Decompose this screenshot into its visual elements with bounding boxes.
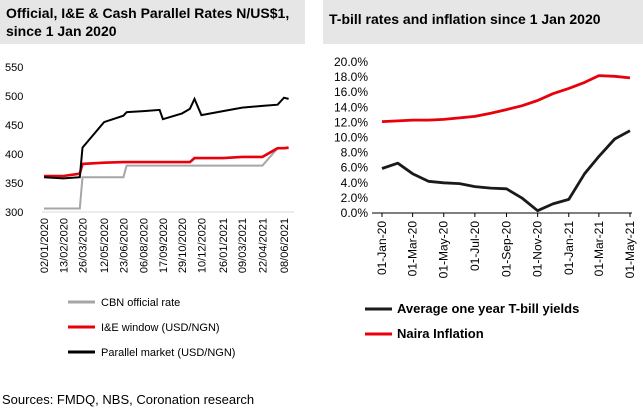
right-x-tick-label: 01-Jan-20 bbox=[375, 221, 389, 275]
right-chart-title: T-bill rates and inflation since 1 Jan 2… bbox=[323, 0, 643, 44]
left-y-tick-label: 400 bbox=[5, 149, 23, 161]
left-x-tick-label: 10/12/2020 bbox=[196, 218, 208, 273]
left-x-tick-label: 13/02/2020 bbox=[58, 218, 70, 273]
right-x-tick-label: 01-Jan-21 bbox=[562, 221, 576, 275]
right-y-tick-label: 8.0% bbox=[341, 146, 369, 160]
left-x-tick-label: 22/04/2021 bbox=[257, 218, 269, 273]
left-x-tick-label: 23/06/2020 bbox=[118, 218, 130, 273]
left-chart-title: Official, I&E & Cash Parallel Rates N/US… bbox=[0, 0, 305, 44]
left-y-tick-label: 550 bbox=[5, 62, 23, 74]
right-y-tick-label: 2.0% bbox=[341, 191, 369, 205]
left-series-line-3 bbox=[43, 96, 289, 180]
left-legend-label: I&E window (USD/NGN) bbox=[101, 322, 220, 334]
sources-note: Sources: FMDQ, NBS, Coronation research bbox=[2, 392, 255, 407]
right-y-tick-label: 12.0% bbox=[334, 115, 368, 129]
right-x-tick-label: 01-Mar-20 bbox=[406, 221, 420, 277]
right-y-tick-label: 20.0% bbox=[334, 55, 368, 69]
left-x-tick-label: 12/05/2020 bbox=[99, 218, 111, 273]
left-x-tick-label: 26/03/2020 bbox=[78, 218, 90, 273]
left-x-tick-label: 02/01/2020 bbox=[39, 218, 51, 273]
left-series-line-2 bbox=[44, 146, 289, 178]
left-y-tick-label: 300 bbox=[5, 207, 23, 219]
right-y-tick-label: 4.0% bbox=[341, 176, 369, 190]
left-x-tick-label: 17/09/2020 bbox=[158, 218, 170, 273]
left-y-tick-label: 350 bbox=[5, 178, 23, 190]
right-x-tick-label: 01-Sep-20 bbox=[500, 221, 514, 277]
right-x-tick-label: 01-May-21 bbox=[623, 221, 637, 279]
left-x-tick-label: 06/08/2020 bbox=[139, 218, 151, 273]
left-y-tick-label: 450 bbox=[5, 120, 23, 132]
right-x-tick-label: 01-May-20 bbox=[437, 221, 451, 279]
right-series-line-1 bbox=[381, 129, 631, 213]
left-y-tick-label: 500 bbox=[5, 91, 23, 103]
left-x-tick-label: 08/06/2021 bbox=[279, 218, 291, 273]
left-series-line-1 bbox=[44, 147, 289, 210]
right-y-tick-label: 16.0% bbox=[334, 85, 368, 99]
left-x-tick-label: 09/03/2021 bbox=[237, 218, 249, 273]
left-legend-label: Parallel market (USD/NGN) bbox=[101, 347, 235, 359]
right-y-tick-label: 18.0% bbox=[334, 70, 368, 84]
right-y-tick-label: 10.0% bbox=[334, 131, 368, 145]
right-x-tick-label: 01-Nov-20 bbox=[531, 221, 545, 277]
right-series-line-2 bbox=[381, 74, 631, 123]
right-legend-label: Naira Inflation bbox=[397, 326, 484, 341]
right-x-tick-label: 01-Jul-20 bbox=[468, 221, 482, 271]
left-x-tick-label: 29/10/2020 bbox=[177, 218, 189, 273]
left-legend-label: CBN official rate bbox=[101, 297, 180, 309]
right-x-tick-label: 01-Mar-21 bbox=[592, 221, 606, 277]
right-legend-label: Average one year T-bill yields bbox=[397, 301, 579, 316]
right-y-tick-label: 0.0% bbox=[341, 206, 369, 220]
left-x-tick-label: 26/01/2021 bbox=[218, 218, 230, 273]
right-y-tick-label: 6.0% bbox=[341, 161, 369, 175]
right-y-tick-label: 14.0% bbox=[334, 100, 368, 114]
